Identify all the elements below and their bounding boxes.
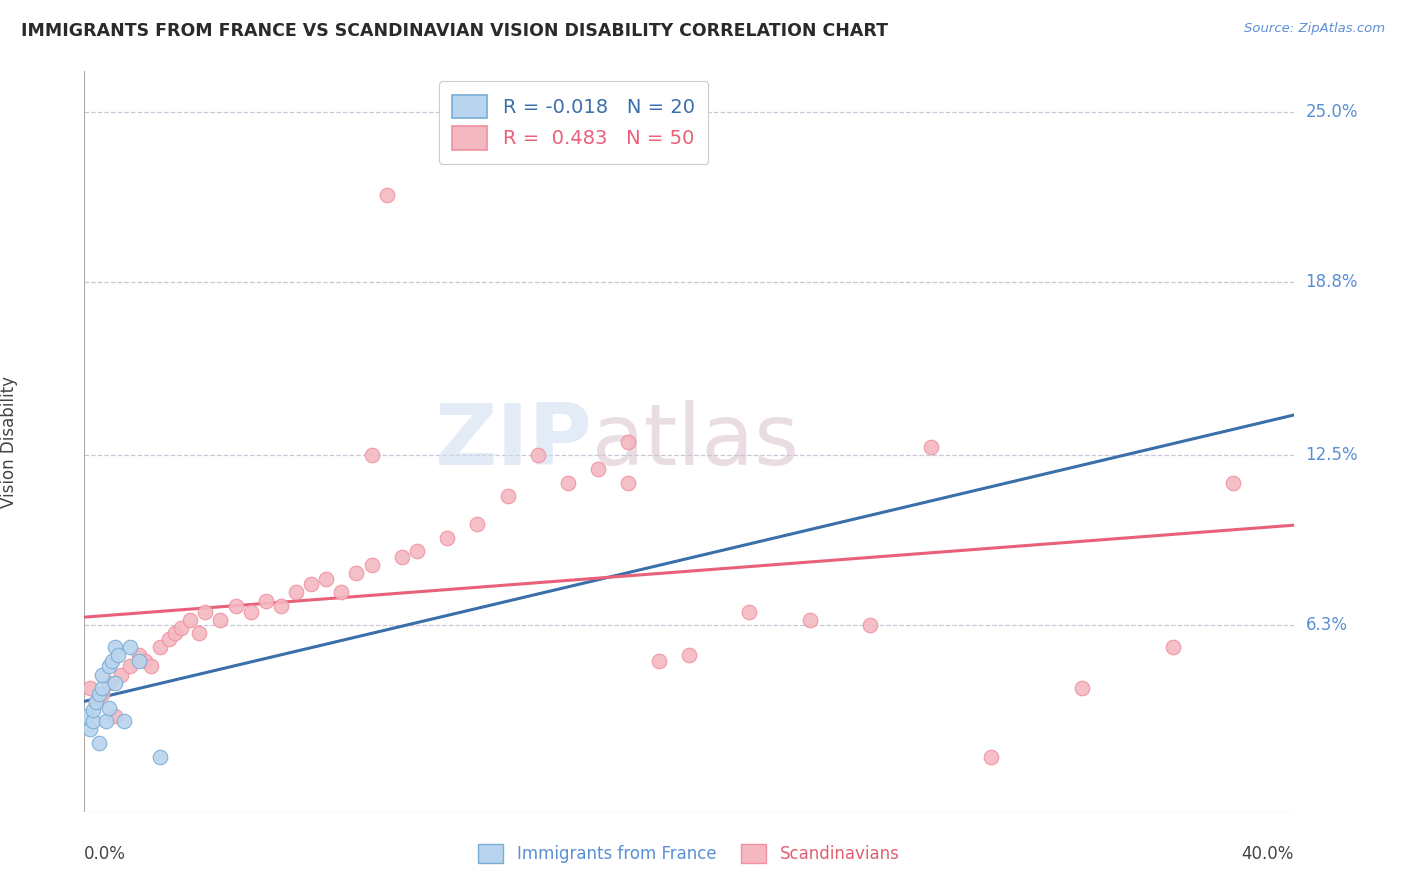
Point: [149, 750, 172, 764]
Point: [179, 613, 201, 627]
Point: [170, 621, 193, 635]
Point: [157, 632, 180, 646]
Point: [315, 572, 337, 586]
Point: [527, 448, 550, 462]
Point: [346, 566, 368, 581]
Text: ZIP: ZIP: [434, 400, 592, 483]
Point: [360, 448, 382, 462]
Point: [360, 558, 382, 572]
Point: [97, 700, 120, 714]
Text: IMMIGRANTS FROM FRANCE VS SCANDINAVIAN VISION DISABILITY CORRELATION CHART: IMMIGRANTS FROM FRANCE VS SCANDINAVIAN V…: [21, 22, 889, 40]
Point: [799, 613, 821, 627]
Point: [134, 654, 156, 668]
Point: [225, 599, 247, 613]
Point: [128, 654, 150, 668]
Point: [496, 489, 519, 503]
Point: [920, 440, 942, 454]
Point: [588, 462, 610, 476]
Point: [91, 667, 114, 681]
Point: [617, 475, 640, 490]
Point: [1161, 640, 1184, 655]
Point: [139, 659, 162, 673]
Point: [254, 593, 277, 607]
Point: [299, 577, 322, 591]
Point: [648, 654, 671, 668]
Point: [194, 605, 217, 619]
Text: atlas: atlas: [592, 400, 800, 483]
Text: 40.0%: 40.0%: [1241, 845, 1294, 863]
Point: [285, 585, 308, 599]
Point: [104, 708, 127, 723]
Point: [391, 549, 413, 564]
Point: [86, 695, 108, 709]
Point: [859, 618, 882, 632]
Text: 0.0%: 0.0%: [84, 845, 127, 863]
Point: [678, 648, 700, 663]
Point: [118, 659, 141, 673]
Text: 6.3%: 6.3%: [1306, 616, 1347, 634]
Point: [188, 626, 211, 640]
Point: [79, 723, 101, 737]
Point: [270, 599, 292, 613]
Point: [112, 714, 135, 729]
Point: [557, 475, 579, 490]
Legend: Immigrants from France, Scandinavians: Immigrants from France, Scandinavians: [471, 838, 907, 870]
Point: [738, 605, 761, 619]
Point: [107, 648, 129, 663]
Point: [89, 736, 111, 750]
Point: [149, 640, 172, 655]
Point: [1222, 475, 1244, 490]
Point: [82, 703, 104, 717]
Point: [128, 648, 150, 663]
Point: [82, 714, 104, 729]
Point: [89, 687, 111, 701]
Point: [436, 531, 458, 545]
Point: [239, 605, 262, 619]
Point: [79, 681, 101, 696]
Point: [617, 434, 640, 449]
Point: [1071, 681, 1094, 696]
Point: [91, 681, 114, 696]
Text: Vision Disability: Vision Disability: [0, 376, 18, 508]
Point: [104, 676, 127, 690]
Text: 12.5%: 12.5%: [1306, 446, 1358, 464]
Point: [110, 667, 132, 681]
Text: 25.0%: 25.0%: [1306, 103, 1358, 121]
Point: [97, 659, 120, 673]
Point: [467, 516, 489, 531]
Point: [980, 750, 1002, 764]
Point: [97, 676, 120, 690]
Point: [91, 687, 114, 701]
Text: 18.8%: 18.8%: [1306, 274, 1358, 292]
Point: [104, 640, 127, 655]
Text: Source: ZipAtlas.com: Source: ZipAtlas.com: [1244, 22, 1385, 36]
Point: [94, 714, 117, 729]
Point: [375, 187, 398, 202]
Point: [209, 613, 232, 627]
Point: [406, 544, 429, 558]
Point: [330, 585, 353, 599]
Point: [118, 640, 141, 655]
Point: [76, 708, 98, 723]
Point: [165, 626, 187, 640]
Point: [100, 654, 122, 668]
Point: [86, 695, 108, 709]
